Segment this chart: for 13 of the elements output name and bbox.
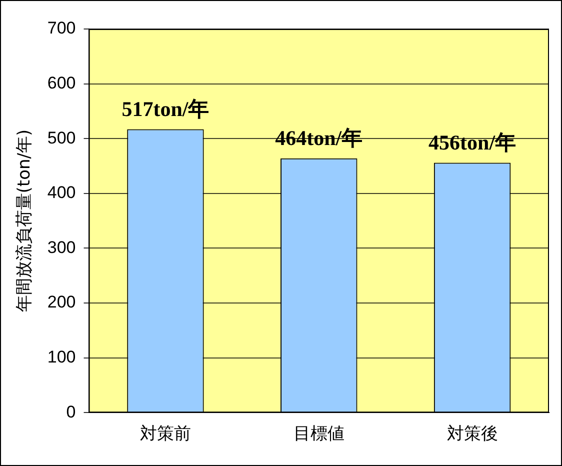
y-tick-label: 100 — [47, 347, 76, 366]
y-tick-label: 300 — [47, 238, 76, 257]
y-tick-label: 400 — [47, 183, 76, 202]
y-tick-label: 700 — [47, 18, 76, 38]
x-tick-label: 目標値 — [293, 424, 344, 444]
x-tick-label: 対策後 — [446, 424, 498, 444]
y-tick-label: 200 — [47, 292, 76, 312]
data-label: 517ton/年 — [122, 97, 210, 122]
y-tick-label: 500 — [47, 128, 76, 148]
x-tick-label: 対策前 — [140, 424, 191, 444]
y-tick-label: 0 — [66, 402, 76, 422]
y-axis-title: 年間放流負荷量(ton/年) — [14, 129, 35, 312]
y-tick-label: 600 — [47, 73, 76, 92]
